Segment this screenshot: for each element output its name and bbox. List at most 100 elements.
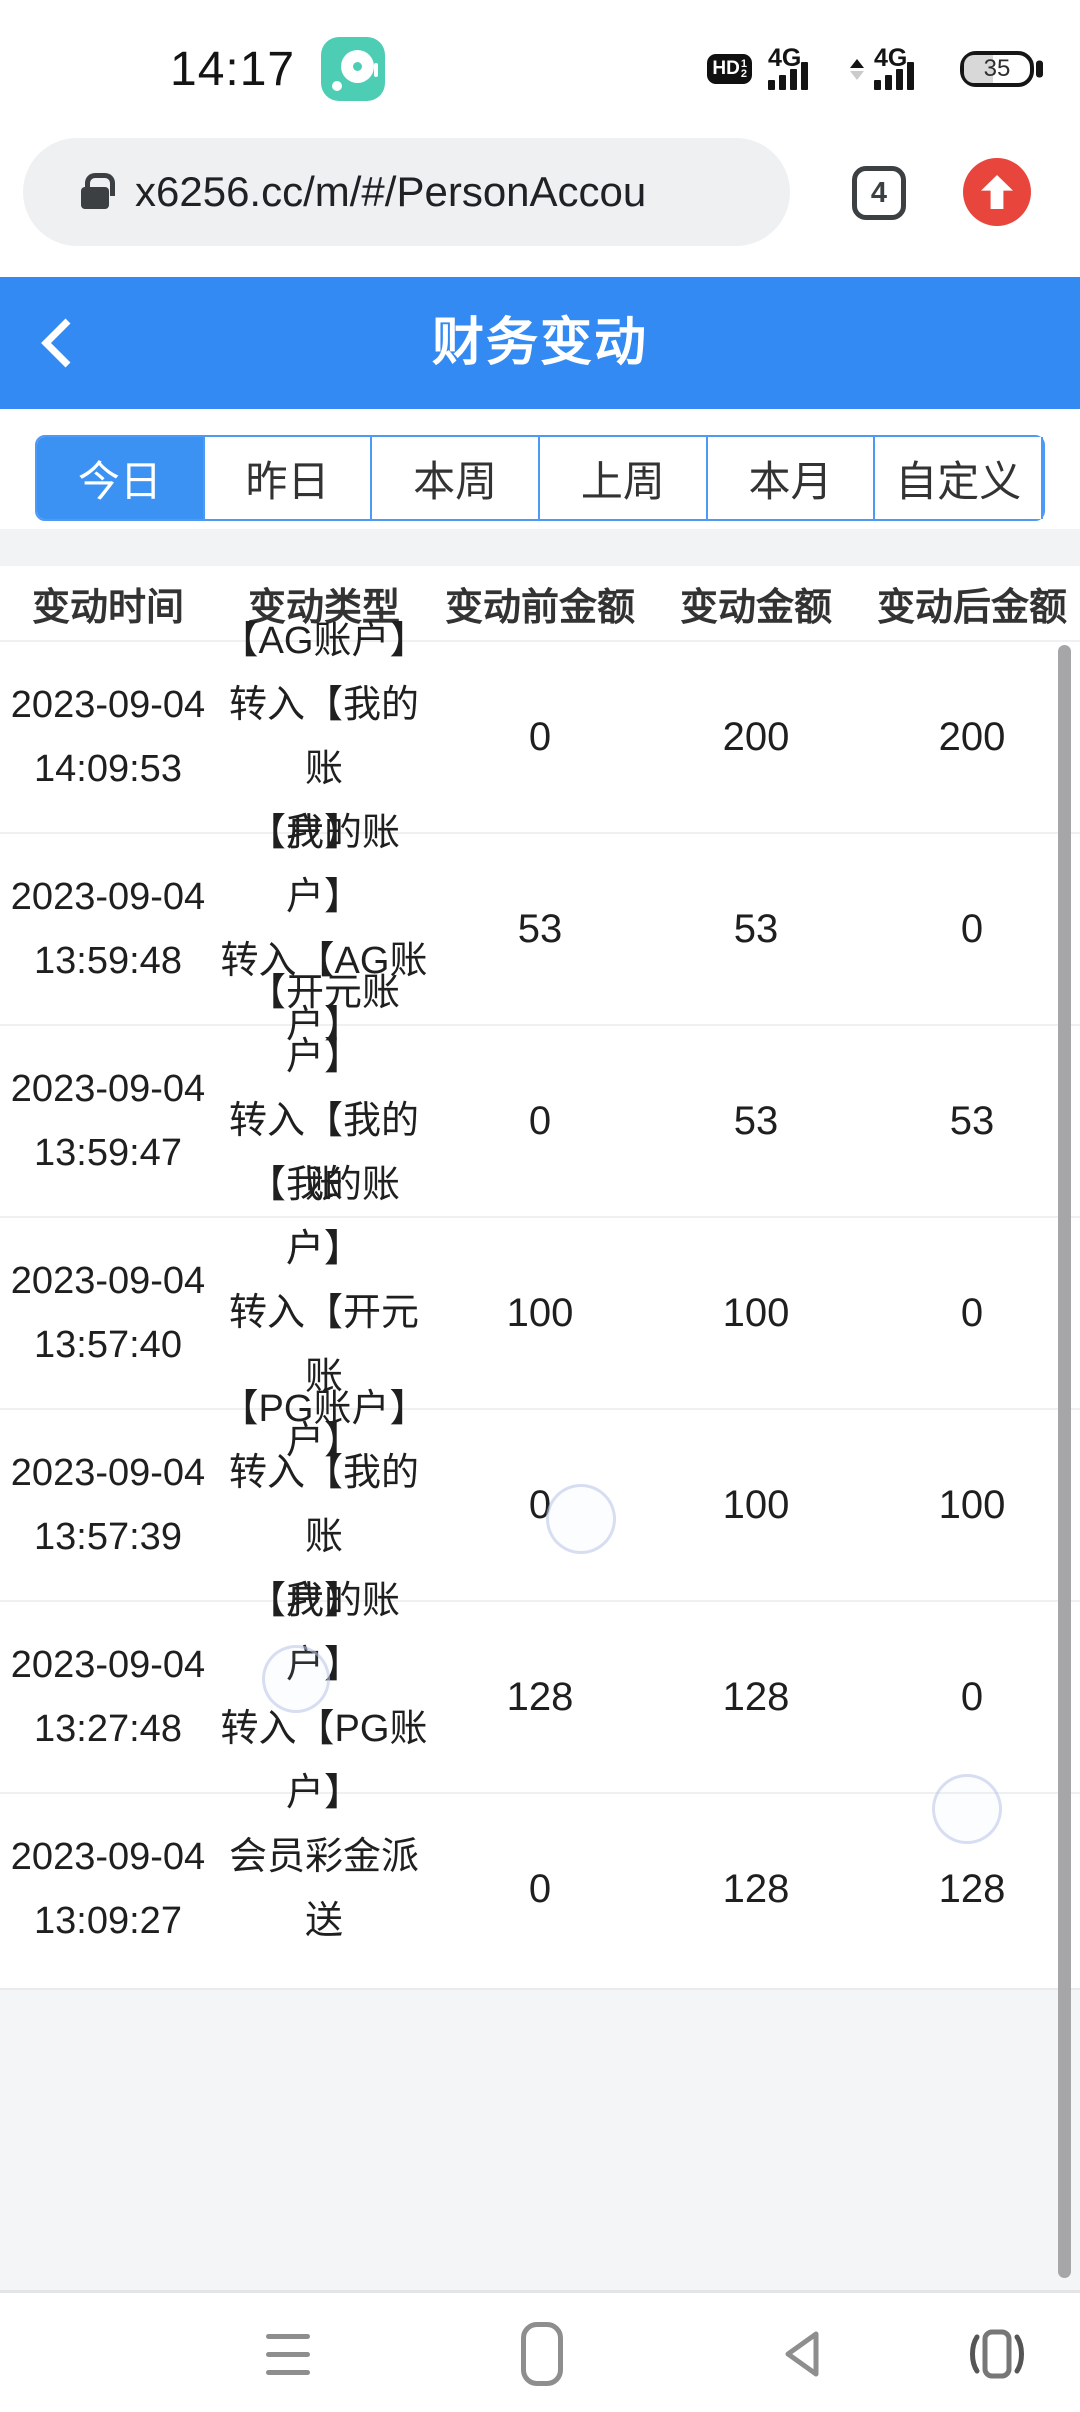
col-header-time: 变动时间: [31, 586, 184, 629]
cell-before: 0: [528, 1099, 552, 1143]
cell-amount: 128: [722, 1675, 790, 1719]
browser-toolbar: x6256.cc/m/#/PersonAccou 4: [0, 128, 1080, 278]
status-icons: HD 1 2 4G 4G 35: [707, 44, 1043, 90]
transaction-row: 2023-09-04 13:27:48 【我的账户】 转入【PG账 户】 128…: [0, 1580, 1080, 1814]
rotate-phone-icon: [970, 2329, 1024, 2379]
cell-type: 【我的账户】 转入【开元账 户】: [228, 1164, 419, 1462]
cell-before: 0: [528, 715, 552, 759]
date-filter-tab[interactable]: 上周: [540, 437, 708, 519]
menu-icon: [266, 2333, 310, 2375]
home-icon: [521, 2322, 563, 2386]
cell-after: 0: [960, 907, 984, 951]
tab-label: 自定义: [895, 457, 1022, 505]
cell-time: 2023-09-04 13:57:39: [10, 1452, 206, 1558]
lock-icon: [81, 173, 115, 209]
cell-after: 200: [938, 715, 1006, 759]
touch-ripple: [262, 1645, 330, 1713]
cell-amount: 53: [733, 1099, 779, 1143]
tab-label: 本周: [413, 457, 498, 505]
cell-time: 2023-09-04 13:59:48: [10, 876, 206, 982]
cell-time: 2023-09-04 13:09:27: [10, 1836, 206, 1942]
date-filter-tabs: 今日 昨日 本周 上周 本月 自定义: [35, 435, 1045, 521]
col-header-amount: 变动金额: [679, 586, 832, 629]
transaction-list: 2023-09-04 14:09:53 【AG账户】 转入【我的账 户】 0 2…: [0, 620, 1080, 1984]
signal-sim2-icon: 4G: [874, 44, 940, 90]
touch-ripple: [546, 1484, 616, 1554]
battery-level: 35: [983, 55, 1011, 82]
arrow-up-icon: [981, 175, 1013, 209]
transaction-row: 2023-09-04 13:59:47 【开元账户】 转入【我的账 户】 0 5…: [0, 972, 1080, 1270]
col-header-before: 变动前金额: [444, 586, 635, 629]
date-filter-tab[interactable]: 本月: [707, 437, 876, 519]
date-filter-tab[interactable]: 本周: [372, 437, 541, 519]
cell-time: 2023-09-04 14:09:53: [10, 684, 206, 790]
tab-label: 本月: [748, 457, 833, 505]
cell-after: 0: [960, 1675, 984, 1719]
app-icon-mark: [374, 63, 379, 77]
cell-amount: 53: [733, 907, 779, 951]
cell-after: 0: [960, 1291, 984, 1335]
tab-label: 昨日: [245, 457, 330, 505]
table-header: 变动时间 变动类型 变动前金额 变动金额 变动后金额: [0, 566, 1080, 640]
date-filter-tab[interactable]: 今日: [37, 437, 205, 519]
nav-rotate-button[interactable]: [962, 2293, 1032, 2412]
scrollbar-thumb[interactable]: [1058, 645, 1071, 2278]
cell-after: 53: [949, 1099, 995, 1143]
date-filter-tab[interactable]: 昨日: [204, 437, 373, 519]
cell-amount: 128: [722, 1867, 790, 1911]
transaction-row: 2023-09-04 13:09:27 会员彩金派送 0 128 128: [0, 1792, 1080, 1984]
tab-label: 今日: [77, 457, 162, 505]
cell-after: 100: [938, 1483, 1006, 1527]
chevron-left-icon: [41, 318, 71, 368]
cell-type: 【开元账户】 转入【我的账 户】: [228, 972, 419, 1270]
cell-after: 128: [938, 1867, 1006, 1911]
cell-amount: 200: [722, 715, 790, 759]
empty-area: [0, 1988, 1080, 2290]
hd-voice-icon: HD 1 2: [707, 54, 752, 84]
android-nav-bar: [0, 2290, 1080, 2412]
touch-ripple: [932, 1774, 1002, 1844]
status-bar: 14:17 HD 1 2 4G 4G: [0, 0, 1080, 128]
col-header-after: 变动后金额: [876, 586, 1067, 629]
cell-before: 100: [506, 1291, 574, 1335]
transaction-row: 2023-09-04 13:57:40 【我的账户】 转入【开元账 户】 100…: [0, 1164, 1080, 1462]
tab-counter-button[interactable]: 4: [852, 166, 906, 220]
cell-before: 0: [528, 1867, 552, 1911]
tab-label: 上周: [580, 457, 665, 505]
cell-before: 128: [506, 1675, 574, 1719]
url-text: x6256.cc/m/#/PersonAccou: [135, 168, 647, 215]
transaction-row: 2023-09-04 14:09:53 【AG账户】 转入【我的账 户】 0 2…: [0, 620, 1080, 854]
nav-menu-button[interactable]: [258, 2293, 318, 2412]
transaction-row: 2023-09-04 13:59:48 【我的账户】 转入【AG账 户】 53 …: [0, 812, 1080, 1046]
clock: 14:17: [170, 42, 296, 96]
cell-time: 2023-09-04 13:59:47: [10, 1068, 206, 1174]
cell-amount: 100: [722, 1483, 790, 1527]
page-header: 财务变动: [0, 277, 1080, 409]
browser-menu-button[interactable]: [963, 158, 1031, 226]
notification-app-icon: [321, 37, 386, 101]
battery-icon: 35: [960, 51, 1043, 87]
address-bar[interactable]: x6256.cc/m/#/PersonAccou: [23, 138, 790, 246]
back-button[interactable]: [40, 277, 120, 409]
cell-before: 0: [528, 1483, 552, 1527]
page-title: 财务变动: [431, 314, 648, 372]
nav-home-button[interactable]: [512, 2293, 572, 2412]
col-header-type: 变动类型: [247, 586, 400, 629]
app-icon-disc: [341, 50, 375, 83]
section-divider: [0, 529, 1080, 566]
cell-time: 2023-09-04 13:27:48: [10, 1644, 206, 1750]
cell-amount: 100: [722, 1291, 790, 1335]
cell-type: 【AG账户】 转入【我的账 户】: [220, 620, 428, 854]
cell-type: 【PG账户】 转入【我的账 户】: [220, 1388, 428, 1622]
cell-time: 2023-09-04 13:57:40: [10, 1260, 206, 1366]
app-icon-dot: [332, 81, 343, 91]
date-filter-tab[interactable]: 自定义: [875, 437, 1044, 519]
transaction-row: 2023-09-04 13:57:39 【PG账户】 转入【我的账 户】 0 1…: [0, 1388, 1080, 1622]
nav-back-button[interactable]: [772, 2293, 832, 2412]
cell-type: 【我的账户】 转入【AG账 户】: [220, 812, 428, 1046]
cell-before: 53: [517, 907, 563, 951]
back-triangle-icon: [785, 2331, 819, 2377]
signal-sim1-icon: 4G: [768, 44, 834, 90]
cell-type: 会员彩金派送: [228, 1836, 419, 1942]
